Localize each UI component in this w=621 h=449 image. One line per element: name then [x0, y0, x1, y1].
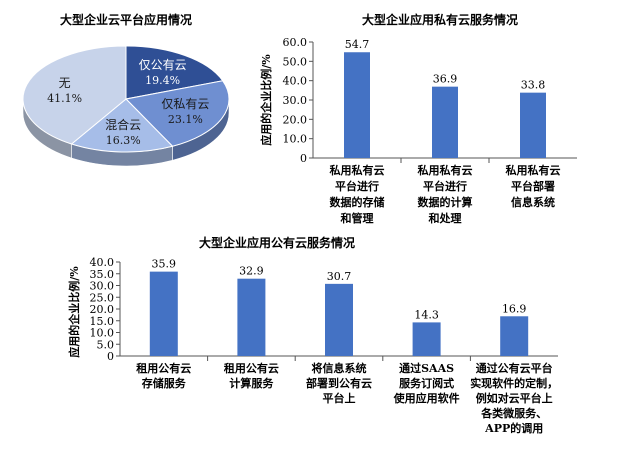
x-category-label-2: 私用私有云平台部署信息系统	[506, 163, 561, 209]
y-tick-label-0: 0	[300, 152, 307, 165]
public-chart-title: 大型企业应用公有云服务情况	[199, 235, 355, 250]
y-tick-label-8: 40.0	[90, 256, 115, 269]
bar-value-label-0: 35.9	[152, 258, 177, 271]
x-category-line-0-1: 存储服务	[142, 376, 187, 390]
pie-label-value-0: 19.4%	[145, 74, 180, 87]
y-tick-label-7: 35.0	[90, 268, 115, 281]
x-category-line-1-2: 数据的计算	[418, 195, 473, 209]
x-category-line-3-1: 服务订阅式	[399, 376, 454, 390]
x-category-label-1: 租用公有云计算服务	[224, 361, 279, 390]
x-category-line-2-2: 平台上	[323, 391, 356, 405]
pie-slice-1	[124, 80, 230, 147]
x-category-label-4: 通过公有云平台实现软件的定制，例如对云平台上各类微服务、 APP的调用	[470, 361, 558, 435]
bar-value-label-3: 14.3	[414, 308, 439, 321]
bar-0	[344, 52, 370, 158]
x-category-line-2-0: 私用私有云	[506, 163, 561, 177]
pie-label-value-3: 41.1%	[47, 92, 82, 105]
x-category-line-2-1: 部署到公有云	[306, 376, 372, 390]
bar-0	[149, 271, 178, 356]
bar-value-label-2: 33.8	[521, 79, 546, 92]
pie-chart: 大型企业云平台应用情况 仅公有云 19.4% 仅私有云 23.1% 混合云 16.3% 无 4…	[22, 12, 230, 167]
y-tick-label-1: 5.0	[97, 338, 115, 351]
pie-label-value-1: 23.1%	[168, 113, 203, 126]
pie-label-value-2: 16.3%	[106, 134, 141, 147]
bar-2	[520, 92, 546, 158]
pie-chart-title: 大型企业云平台应用情况	[60, 12, 192, 27]
y-tick-label-6: 30.0	[90, 280, 115, 293]
bar-value-label-1: 32.9	[239, 265, 264, 278]
y-tick-label-6: 60.0	[283, 36, 308, 49]
x-category-line-1-3: 和处理	[429, 211, 462, 225]
x-category-line-3-2: 使用应用软件	[393, 391, 460, 405]
y-tick-label-3: 30.0	[283, 94, 308, 107]
bar-1	[432, 86, 458, 158]
public-chart-ylabel: 应用的企业比例/%	[67, 266, 81, 358]
x-category-line-1-1: 计算服务	[229, 376, 274, 390]
private-cloud-bar-chart: 大型企业应用私有云服务情况 应用的企业比例/% 0 10.0 20.0 30.0 40.…	[259, 12, 577, 225]
y-tick-label-2: 10.0	[90, 327, 115, 340]
pie-slice-2	[70, 98, 174, 153]
x-category-line-0-2: 数据的存储	[330, 195, 385, 209]
y-tick-label-1: 10.0	[283, 133, 308, 146]
x-category-line-0-0: 租用公有云	[136, 361, 191, 375]
x-category-line-0-1: 平台进行	[335, 179, 379, 193]
x-category-line-3-0: 通过SAAS	[399, 361, 454, 375]
x-category-label-2: 将信息系统部署到公有云平台上	[306, 361, 372, 405]
bar-4	[500, 316, 529, 356]
y-tick-label-4: 40.0	[283, 75, 308, 88]
public-cloud-bar-chart: 大型企业应用公有云服务情况 应用的企业比例/% 05.010.015.020.0…	[67, 235, 558, 435]
x-category-line-2-0: 将信息系统	[312, 361, 367, 375]
bar-2	[325, 283, 353, 356]
bar-value-label-1: 36.9	[433, 73, 458, 86]
x-category-line-0-0: 私用私有云	[330, 163, 385, 177]
x-category-line-4-4: APP的调用	[484, 421, 543, 435]
x-category-label-0: 租用公有云存储服务	[136, 361, 191, 390]
bar-3	[412, 322, 441, 356]
y-tick-label-5: 50.0	[283, 55, 308, 68]
pie-label-name-2: 混合云	[105, 117, 141, 132]
bar-value-label-4: 16.9	[502, 302, 527, 315]
y-tick-label-4: 20.0	[90, 303, 115, 316]
y-tick-label-3: 15.0	[90, 315, 115, 328]
pie-label-name-0: 仅公有云	[139, 58, 187, 72]
pie-slice-3	[22, 45, 127, 145]
x-category-line-4-1: 实现软件的定制，	[470, 376, 558, 390]
x-category-line-4-2: 例如对云平台上	[476, 391, 553, 405]
x-category-line-1-0: 私用私有云	[418, 163, 473, 177]
y-tick-label-2: 20.0	[283, 113, 308, 126]
y-tick-label-0: 0	[107, 350, 114, 363]
x-category-line-2-2: 信息系统	[511, 195, 555, 209]
x-category-line-0-3: 和管理	[341, 211, 374, 225]
pie-slice-0	[125, 45, 224, 100]
private-chart-title: 大型企业应用私有云服务情况	[362, 12, 518, 27]
bar-value-label-0: 54.7	[345, 38, 370, 51]
x-category-line-4-3: 各类微服务、	[480, 406, 547, 420]
y-tick-label-5: 25.0	[90, 291, 115, 304]
private-chart-ylabel: 应用的企业比例/%	[259, 54, 273, 146]
x-category-line-4-0: 通过公有云平台	[476, 361, 553, 375]
x-category-label-0: 私用私有云平台进行数据的存储和管理	[330, 163, 385, 225]
bar-1	[237, 278, 266, 356]
x-category-line-1-0: 租用公有云	[224, 361, 279, 375]
bar-value-label-2: 30.7	[327, 270, 352, 283]
x-category-line-1-1: 平台进行	[423, 179, 467, 193]
pie-label-name-3: 无	[59, 76, 71, 90]
x-category-label-1: 私用私有云平台进行数据的计算和处理	[418, 163, 473, 225]
x-category-label-3: 通过SAAS 服务订阅式使用应用软件	[393, 361, 460, 405]
pie-label-name-1: 仅私有云	[161, 97, 209, 111]
x-category-line-2-1: 平台部署	[511, 179, 555, 193]
